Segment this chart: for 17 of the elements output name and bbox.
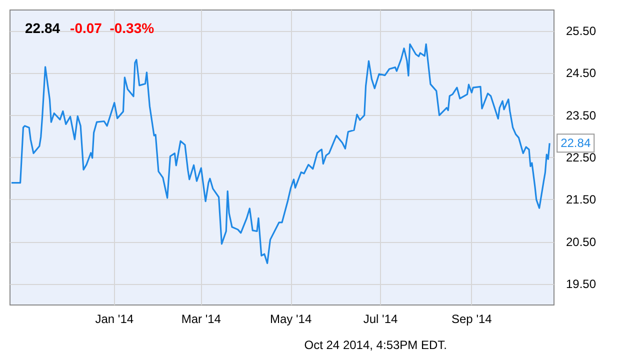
y-tick-label: 19.50	[566, 276, 596, 291]
y-tick-label: 24.50	[566, 66, 596, 80]
y-tick-label: 21.50	[566, 192, 596, 207]
y-tick-label: 25.50	[566, 24, 596, 38]
x-tick-label: May '14	[270, 312, 312, 326]
y-tick-label: 20.50	[566, 234, 596, 249]
annotation: 22.84	[560, 136, 591, 150]
text: 22.84	[25, 20, 60, 36]
text: Oct 24 2014, 4:53PM EDT.	[304, 338, 448, 352]
line-series	[10, 43, 550, 264]
x-tick-label: Jan '14	[95, 312, 134, 326]
y-tick-label: 23.50	[566, 108, 596, 122]
x-tick-label: Sep '14	[452, 312, 492, 326]
text: -0.07 -0.33%	[70, 20, 155, 36]
x-tick-label: Jul '14	[363, 312, 398, 326]
x-tick-label: Mar '14	[181, 312, 222, 326]
y-tick-label: 22.50	[566, 150, 596, 164]
